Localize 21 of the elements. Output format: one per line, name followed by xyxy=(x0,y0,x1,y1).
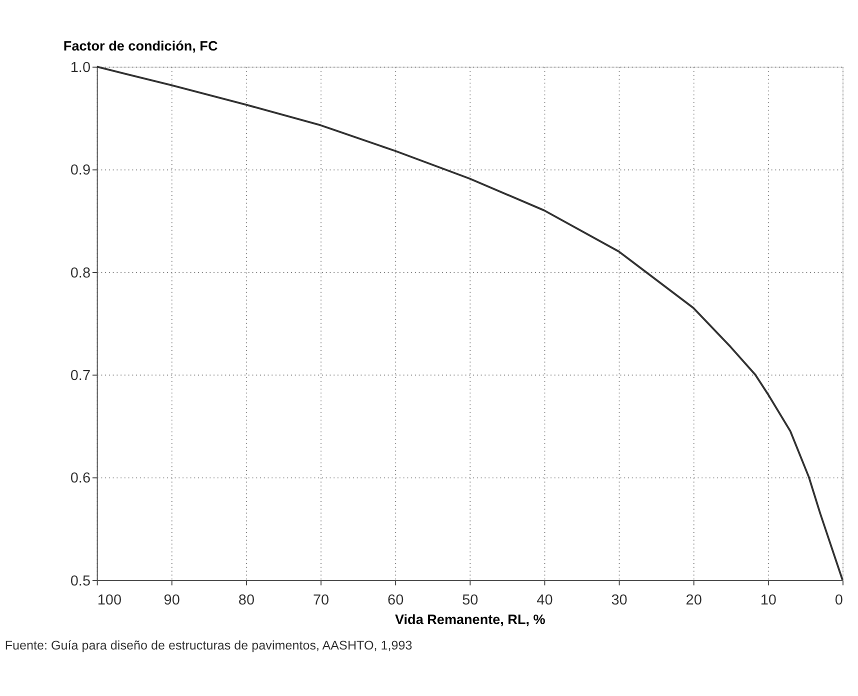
x-tick-label: 60 xyxy=(388,592,404,609)
y-axis-title: Factor de condición, FC xyxy=(63,38,218,54)
y-tick-label: 0.6 xyxy=(70,470,91,487)
x-tick-label: 80 xyxy=(238,592,255,609)
x-tick-label: 0 xyxy=(834,592,843,609)
y-tick-label: 0.5 xyxy=(70,573,91,590)
x-tick-label: 20 xyxy=(686,592,702,609)
line-series xyxy=(96,66,844,581)
x-axis-title: Vida Remanente, RL, % xyxy=(395,612,546,628)
x-tick-label: 10 xyxy=(760,592,776,609)
x-tick-label: 50 xyxy=(462,592,478,609)
y-tick-label: 0.7 xyxy=(70,368,91,384)
y-tick-label: 0.8 xyxy=(70,265,91,282)
x-tick-label: 70 xyxy=(312,592,330,609)
source-note: Fuente: Guía para diseño de estructuras de pavimentos, AASHTO, 1,993 xyxy=(4,638,412,653)
x-tick-label: 30 xyxy=(611,592,628,609)
y-tick-label: 1.0 xyxy=(70,60,91,76)
y-tick-label: 0.9 xyxy=(70,162,91,179)
x-tick-label: 90 xyxy=(164,592,180,609)
x-tick-label: 100 xyxy=(97,592,122,609)
x-tick-label: 40 xyxy=(536,592,553,609)
